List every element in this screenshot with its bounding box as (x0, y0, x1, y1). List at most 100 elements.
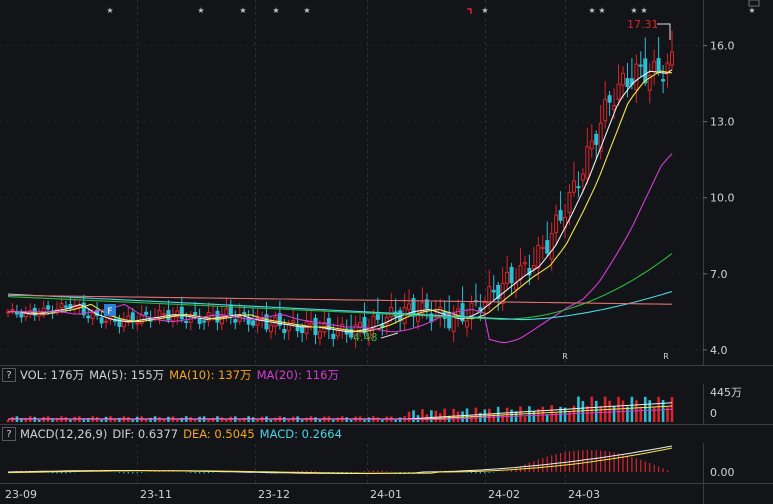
candle-body (411, 298, 416, 317)
event-star: ★ (748, 6, 755, 15)
date-label: 23-11 (140, 488, 172, 501)
candle-body (607, 95, 612, 103)
candle-body (509, 266, 514, 284)
candle-body (175, 310, 180, 318)
candle-body (99, 317, 104, 324)
candle-body (309, 322, 314, 326)
ma20-line (8, 153, 673, 344)
macd-tick: 0.00 (710, 466, 735, 479)
volume-bar (594, 400, 598, 422)
volume-bar (648, 400, 652, 422)
volume-bar (652, 407, 656, 422)
candle-body (90, 312, 95, 320)
candle-body (246, 317, 251, 325)
volume-bar (470, 415, 473, 422)
volume-bar (24, 418, 28, 422)
candle-body (291, 320, 296, 323)
candle-body (505, 271, 510, 284)
candle-body (157, 310, 162, 318)
vol-tick: 445万 (710, 386, 742, 399)
candle-body (424, 299, 429, 309)
candle-body (638, 64, 643, 67)
help-icon[interactable]: ? (2, 368, 16, 382)
event-star: ★ (272, 6, 279, 15)
volume-bar (37, 419, 41, 422)
candle-body (603, 98, 608, 122)
volume-bar (599, 406, 602, 422)
volume-bar (563, 407, 567, 422)
candle-body (451, 314, 456, 333)
candle-body (420, 302, 425, 314)
candle-body (144, 311, 149, 315)
candle-body (580, 173, 585, 181)
candle-body (482, 302, 487, 307)
volume-bar (55, 418, 59, 422)
r-marker: R (562, 352, 568, 361)
volume-bar (492, 413, 496, 422)
candle-body (549, 232, 554, 260)
volume-bar (287, 419, 291, 422)
event-star: ★ (197, 6, 204, 15)
candle-body (304, 321, 309, 334)
candle-body (179, 306, 184, 320)
candle-body (366, 328, 371, 338)
date-label: 24-03 (568, 488, 600, 501)
ma120-line (7, 290, 673, 321)
volume-bar (412, 410, 415, 422)
candle-body (576, 186, 581, 189)
volume-bar (452, 408, 455, 422)
candle-body (10, 308, 15, 311)
candle-body (514, 282, 519, 290)
volume-bar (586, 405, 589, 422)
candle-body (518, 264, 523, 280)
volume-bar (456, 411, 460, 422)
volume-bar (581, 401, 585, 422)
volume-bar (590, 396, 594, 422)
ma250-line (8, 294, 672, 305)
candle-body (255, 315, 260, 326)
volume-bar (256, 419, 259, 422)
candle-body (335, 330, 340, 337)
candle-body (589, 140, 594, 150)
price-tick-label: 16.0 (710, 40, 735, 53)
volume-bar (630, 396, 634, 422)
volume-bar (100, 419, 103, 422)
volume-bar (612, 406, 616, 422)
candle-body (135, 322, 140, 325)
volume-bar (532, 411, 536, 422)
candle-body (536, 244, 541, 269)
candle-body (233, 319, 238, 323)
volume-bar (496, 406, 500, 422)
help-icon[interactable]: ? (2, 427, 16, 441)
volume-bar (318, 419, 322, 422)
candle-body (268, 324, 273, 333)
price-tick-label: 7.0 (710, 268, 728, 281)
volume-bar (394, 418, 398, 422)
candle-body (585, 146, 590, 179)
volume-bar (69, 419, 72, 422)
volume-bar (144, 418, 148, 422)
volume-bar (443, 408, 447, 422)
ma10-line (8, 70, 673, 333)
macd-value: MACD: 0.2664 (259, 427, 342, 441)
candle-body (251, 320, 256, 326)
f-marker (104, 304, 116, 316)
volume-bar (225, 419, 228, 422)
event-star: ★ (106, 6, 113, 15)
dea-line (7, 447, 673, 474)
volume-bar (545, 414, 549, 422)
volume-bar (661, 400, 665, 422)
candle-body (313, 317, 318, 336)
candle-body (571, 180, 576, 193)
vol-ma10: MA(10): 137万 (169, 368, 252, 382)
candle-body (331, 333, 336, 340)
date-label: 23-09 (5, 488, 37, 501)
event-star: ★ (239, 6, 246, 15)
vol-tick: 0 (710, 407, 717, 420)
candle-body (59, 303, 64, 309)
candle-body (46, 305, 51, 310)
vol-ma10-line (8, 405, 673, 420)
volume-bar (430, 410, 433, 422)
candle-body (612, 104, 617, 111)
